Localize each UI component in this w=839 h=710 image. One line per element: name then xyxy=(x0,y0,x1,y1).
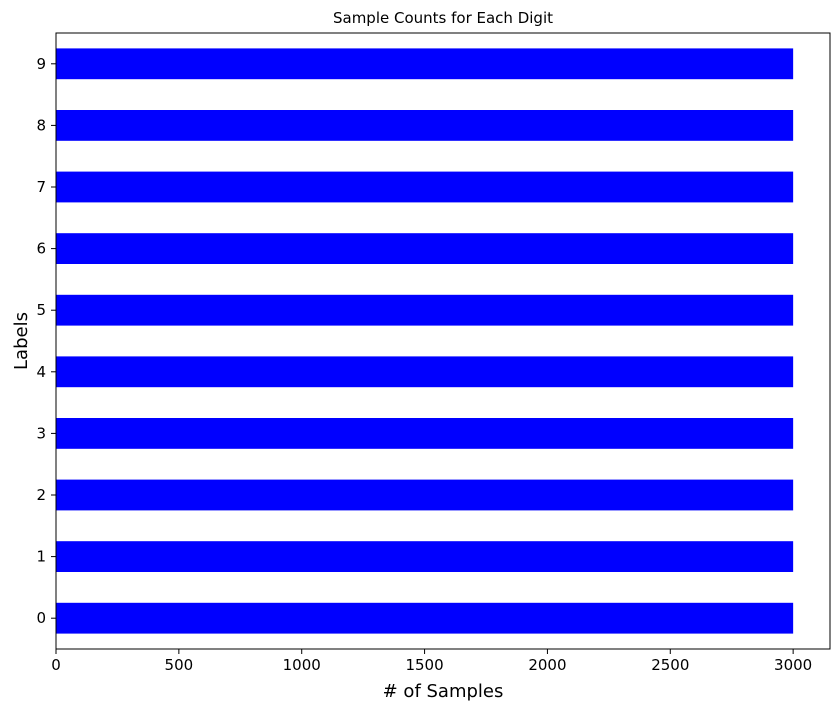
x-ticks-group: 0 500 1000 1500 2000 2500 3000 xyxy=(51,649,812,674)
y-tick-label-8: 8 xyxy=(36,116,46,134)
bar-7 xyxy=(56,171,794,203)
y-tick-label-9: 9 xyxy=(36,55,46,73)
bar-1 xyxy=(56,541,794,572)
bar-3 xyxy=(56,418,794,449)
x-tick-label-1000: 1000 xyxy=(283,656,321,674)
x-axis-label: # of Samples xyxy=(383,681,504,702)
y-axis-label: Labels xyxy=(11,312,32,370)
y-ticks-group: 0 1 2 3 4 5 6 7 8 9 xyxy=(36,55,56,627)
y-tick-label-6: 6 xyxy=(36,240,46,258)
bar-4 xyxy=(56,356,794,388)
bar-6 xyxy=(56,233,794,264)
bar-5 xyxy=(56,294,794,326)
y-tick-label-2: 2 xyxy=(36,486,46,504)
x-tick-label-3000: 3000 xyxy=(774,656,812,674)
bar-8 xyxy=(56,110,794,141)
y-tick-label-3: 3 xyxy=(36,424,46,442)
bars-group xyxy=(56,48,794,634)
x-tick-label-500: 500 xyxy=(165,656,194,674)
chart-title: Sample Counts for Each Digit xyxy=(333,9,553,27)
y-tick-label-1: 1 xyxy=(36,548,46,566)
bar-9 xyxy=(56,48,794,80)
y-tick-label-4: 4 xyxy=(36,363,46,381)
x-tick-label-2000: 2000 xyxy=(528,656,566,674)
plot-frame xyxy=(55,32,831,650)
x-tick-label-2500: 2500 xyxy=(651,656,689,674)
bar-0 xyxy=(56,602,794,634)
y-tick-label-7: 7 xyxy=(36,178,46,196)
x-tick-label-1500: 1500 xyxy=(405,656,443,674)
x-tick-label-0: 0 xyxy=(51,656,61,674)
y-tick-label-5: 5 xyxy=(36,301,46,319)
bar-2 xyxy=(56,479,794,511)
y-tick-label-0: 0 xyxy=(36,609,46,627)
